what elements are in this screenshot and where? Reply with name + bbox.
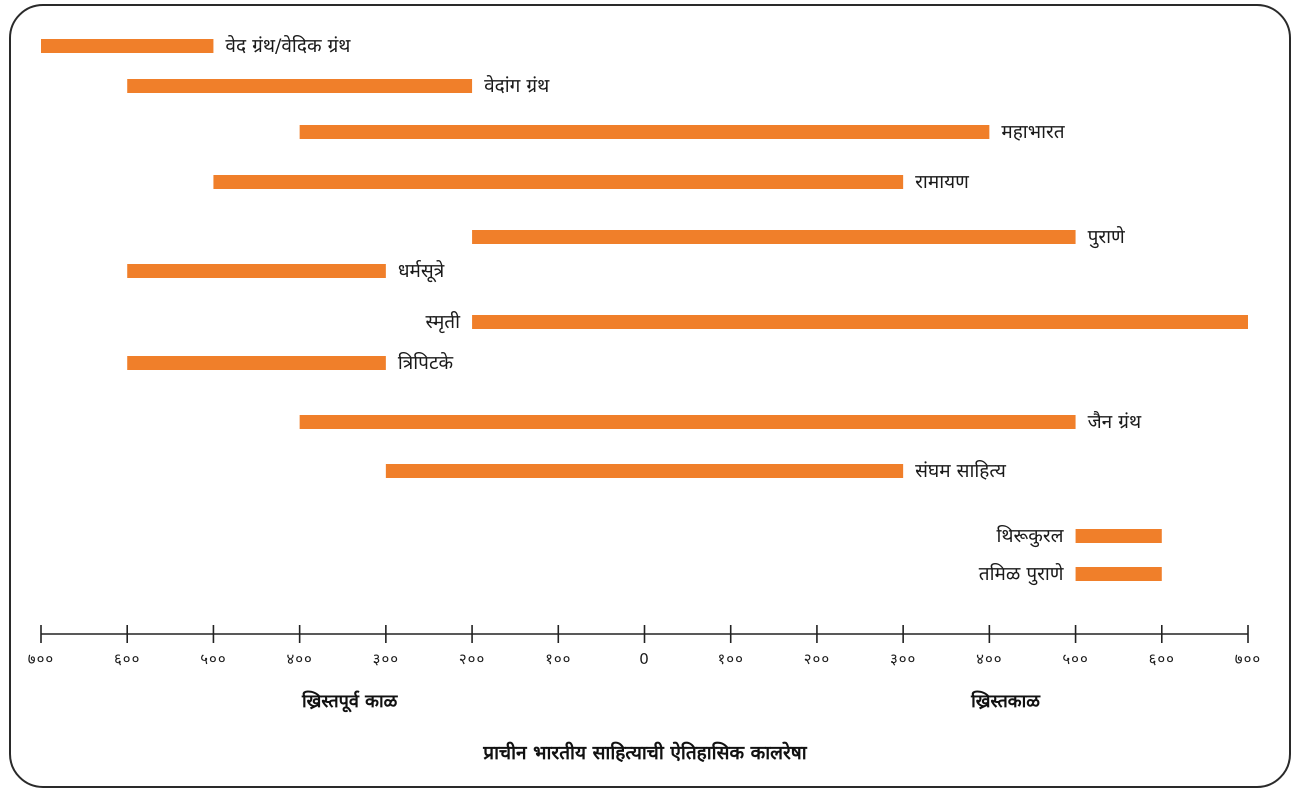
bar-label-3: रामायण (915, 171, 969, 193)
era-label-bce: ख्रिस्तपूर्व काळ (301, 690, 399, 713)
bar-9 (385, 464, 904, 478)
bar-6 (472, 315, 1249, 329)
bar-0 (41, 39, 214, 53)
chart-title: प्राचीन भारतीय साहित्याची ऐतिहासिक कालरे… (482, 741, 808, 764)
bar-label-4: पुराणे (1088, 225, 1125, 249)
era-label-ce: ख्रिस्तकाळ (970, 690, 1041, 712)
tick-label-12: ५०० (1062, 650, 1088, 668)
bar-1 (127, 79, 473, 93)
tick-label-14: ७०० (1235, 650, 1261, 668)
tick-label-0: ७०० (28, 650, 54, 668)
tick-label-13: ६०० (1149, 650, 1175, 668)
tick-label-4: ३०० (373, 650, 399, 668)
bar-10 (1075, 529, 1162, 543)
tick-label-2: ५०० (200, 650, 226, 668)
bar-5 (127, 264, 386, 278)
bar-label-11: तमिळ पुराणे (979, 562, 1064, 586)
bar-2 (299, 125, 990, 139)
bar-label-8: जैन ग्रंथ (1088, 410, 1142, 433)
tick-label-7: 0 (639, 650, 650, 668)
bar-label-6: स्मृती (426, 310, 462, 334)
bar-4 (472, 230, 1076, 244)
bars-group: वेद ग्रंथ/वेदिक ग्रंथ वेदांग ग्रंथ महाभारत… (41, 34, 1249, 586)
tick-label-6: १०० (545, 650, 571, 668)
bar-label-2: महाभारत (1001, 121, 1065, 143)
bar-label-0: वेद ग्रंथ/वेदिक ग्रंथ (225, 34, 351, 57)
tick-label-3: ४०० (286, 650, 312, 668)
bar-3 (213, 175, 904, 189)
tick-label-9: २०० (804, 650, 830, 668)
bar-8 (299, 415, 1076, 429)
tick-label-1: ६०० (114, 650, 140, 668)
bar-label-10: थिरूकुरल (996, 524, 1064, 548)
bar-label-7: त्रिपिटके (398, 351, 454, 374)
tick-label-5: २०० (459, 650, 485, 668)
bar-7 (127, 356, 386, 370)
bar-label-1: वेदांग ग्रंथ (484, 74, 550, 97)
bar-11 (1075, 567, 1162, 581)
tick-label-10: ३०० (890, 650, 916, 668)
bar-label-9: संघम साहित्य (915, 459, 1007, 482)
tick-label-8: १०० (718, 650, 744, 668)
bar-label-5: धर्मसूत्रे (398, 259, 445, 283)
tick-label-11: ४०० (976, 650, 1002, 668)
x-axis: ७०० ६०० ५०० ४०० ३०० २०० १०० 0 १०० २०० ३०० ४०० ५०० ६००… (28, 625, 1261, 668)
